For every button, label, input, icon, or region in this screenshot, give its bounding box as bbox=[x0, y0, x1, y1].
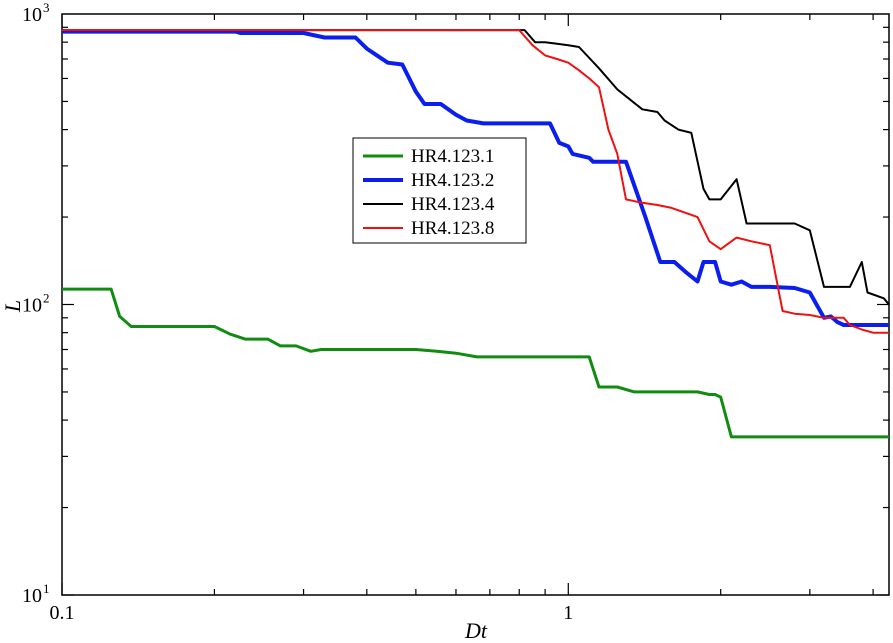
x-axis-label: Dt bbox=[464, 618, 488, 643]
legend-label-hr4-123-4: HR4.123.4 bbox=[411, 194, 495, 215]
legend: HR4.123.1 HR4.123.2 HR4.123.4 HR4.123.8 bbox=[352, 137, 527, 244]
y-tick-label-exponent: 2 bbox=[43, 291, 50, 306]
y-tick-label: 10 bbox=[22, 585, 42, 607]
x-tick-label: 1 bbox=[563, 602, 573, 624]
legend-label-hr4-123-8: HR4.123.8 bbox=[411, 218, 494, 239]
y-axis-label: L bbox=[0, 300, 25, 313]
plot-area bbox=[61, 13, 890, 596]
series-line-hr4-123-4 bbox=[62, 29, 890, 306]
axis-ticks bbox=[61, 14, 889, 596]
series-line-hr4-123-1 bbox=[62, 287, 889, 439]
y-tick-label: 10 bbox=[22, 295, 42, 317]
y-tick-label-exponent: 1 bbox=[43, 581, 50, 596]
x-tick-label: 0.1 bbox=[50, 602, 75, 624]
legend-label-hr4-123-1: HR4.123.1 bbox=[411, 146, 494, 167]
series-line-hr4-123-8 bbox=[62, 29, 889, 334]
series-line-hr4-123-2 bbox=[62, 29, 889, 327]
legend-label-hr4-123-2: HR4.123.2 bbox=[411, 170, 494, 191]
series-layer bbox=[62, 29, 890, 439]
y-tick-label-exponent: 3 bbox=[43, 0, 50, 15]
y-tick-label: 10 bbox=[22, 4, 42, 26]
